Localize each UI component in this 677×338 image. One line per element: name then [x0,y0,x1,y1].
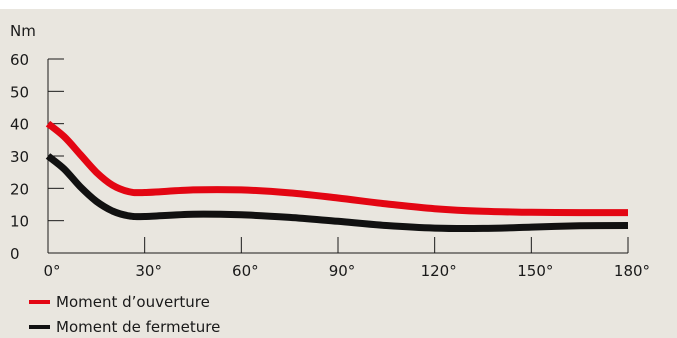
legend-label: Moment de fermeture [56,318,220,336]
y-tick-label: 0 [10,245,20,263]
y-tick-label: 40 [10,116,29,134]
y-axis-label: Nm [10,22,36,40]
legend-item-opening: Moment d’ouverture [29,293,210,311]
x-tick-label: 180° [614,262,650,280]
y-tick-label: 30 [10,148,29,166]
x-tick-label: 90° [329,262,356,280]
closing-torque-line [45,153,629,233]
x-tick-label: 60° [232,262,259,280]
legend-item-closing: Moment de fermeture [29,318,220,336]
y-tick-label: 60 [10,51,29,69]
x-tick-label: 30° [135,262,162,280]
x-tick-label: 0° [43,262,60,280]
legend-label: Moment d’ouverture [56,293,210,311]
y-tick-label: 10 [10,213,29,231]
opening-torque-line [45,120,628,217]
chart-panel [0,9,677,338]
x-tick-label: 150° [517,262,553,280]
x-tick-label: 120° [421,262,457,280]
y-tick-label: 50 [10,83,29,101]
y-tick-label: 20 [10,180,29,198]
